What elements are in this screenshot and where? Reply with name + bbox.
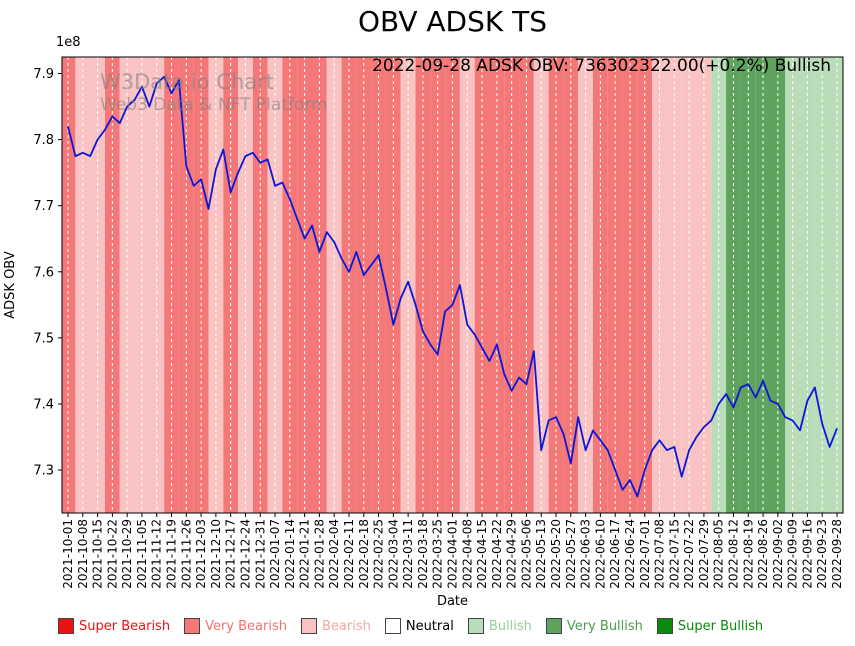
y-tick-label: 7.6 xyxy=(33,265,54,280)
super-bearish-label: Super Bearish xyxy=(79,618,171,634)
x-tick-label: 2022-03-11 xyxy=(401,519,415,589)
x-tick-label: 2022-04-01 xyxy=(446,519,460,589)
x-tick-label: 2022-04-22 xyxy=(490,519,504,589)
x-tick-label: 2022-08-19 xyxy=(741,519,755,589)
x-tick-label: 2021-12-24 xyxy=(238,519,252,589)
x-tick-label: 2022-01-28 xyxy=(312,519,326,589)
x-tick-label: 2021-10-08 xyxy=(76,519,90,589)
x-tick-label: 2022-09-23 xyxy=(815,519,829,589)
super-bullish-label: Super Bullish xyxy=(677,618,764,634)
x-tick-label: 2021-10-15 xyxy=(91,519,105,589)
x-tick-label: 2021-11-26 xyxy=(179,519,193,589)
very-bearish-swatch xyxy=(184,618,201,634)
x-tick-label: 2022-09-28 xyxy=(830,519,844,589)
y-tick-label: 7.5 xyxy=(33,331,54,346)
sentiment-band-2022-09-28 xyxy=(829,57,843,513)
x-tick-label: 2022-03-04 xyxy=(386,519,400,589)
x-tick-label: 2022-02-11 xyxy=(342,519,356,589)
x-tick-label: 2021-11-05 xyxy=(135,519,149,589)
y-axis-title: ADSK OBV xyxy=(3,251,18,319)
x-tick-label: 2022-01-07 xyxy=(268,519,282,589)
x-tick-label: 2021-12-03 xyxy=(194,519,208,589)
y-axis-scale-exponent: 1e8 xyxy=(56,35,81,50)
x-tick-label: 2021-12-17 xyxy=(224,519,238,589)
sentiment-band-2021-10-01 xyxy=(62,57,76,513)
x-tick-label: 2022-06-03 xyxy=(579,519,593,589)
x-tick-label: 2021-11-19 xyxy=(165,519,179,589)
y-tick-label: 7.7 xyxy=(33,199,54,214)
x-tick-label: 2021-11-12 xyxy=(150,519,164,589)
y-axis-ticks: 7.9 7.8 7.7 7.6 7.5 7.4 7.3 xyxy=(33,67,62,479)
x-tick-label: 2022-02-25 xyxy=(372,519,386,589)
y-tick-label: 7.3 xyxy=(33,464,54,479)
latest-value-annotation: 2022-09-28 ADSK OBV: 736302322.00(+0.2%)… xyxy=(372,56,831,76)
x-tick-label: 2022-06-24 xyxy=(623,519,637,589)
legend-item-very-bearish: Very Bearish xyxy=(184,618,287,634)
x-tick-label: 2022-01-21 xyxy=(298,519,312,589)
legend-item-super-bearish: Super Bearish xyxy=(58,618,170,634)
super-bullish-swatch xyxy=(656,618,673,634)
x-tick-label: 2022-08-26 xyxy=(756,519,770,589)
x-tick-label: 2022-09-02 xyxy=(771,519,785,589)
x-tick-label: 2022-03-25 xyxy=(431,519,445,589)
chart-title: OBV ADSK TS xyxy=(357,5,548,38)
x-tick-label: 2022-05-13 xyxy=(534,519,548,589)
x-tick-label: 2022-02-18 xyxy=(357,519,371,589)
legend-item-very-bullish: Very Bullish xyxy=(545,618,643,634)
x-tick-label: 2022-03-18 xyxy=(416,519,430,589)
x-tick-label: 2022-04-29 xyxy=(505,519,519,589)
bearish-swatch xyxy=(300,618,317,634)
very-bullish-swatch xyxy=(545,618,562,634)
x-tick-label: 2022-07-08 xyxy=(653,519,667,589)
x-tick-label: 2022-07-15 xyxy=(667,519,681,589)
x-tick-label: 2022-06-17 xyxy=(608,519,622,589)
x-tick-label: 2021-10-01 xyxy=(61,519,75,589)
neutral-label: Neutral xyxy=(405,618,454,634)
x-tick-label: 2022-07-01 xyxy=(638,519,652,589)
x-tick-label: 2022-07-29 xyxy=(697,519,711,589)
legend-item-neutral: Neutral xyxy=(384,618,454,634)
x-tick-label: 2022-09-09 xyxy=(786,519,800,589)
bullish-swatch xyxy=(467,618,484,634)
x-tick-label: 2022-09-16 xyxy=(800,519,814,589)
super-bearish-swatch xyxy=(58,618,74,634)
y-tick-label: 7.8 xyxy=(33,133,54,148)
legend-item-super-bullish: Super Bullish xyxy=(656,618,764,634)
obv-line xyxy=(67,75,838,498)
x-tick-label: 2022-08-12 xyxy=(726,519,740,589)
bearish-label: Bearish xyxy=(321,618,371,634)
x-tick-label: 2022-08-05 xyxy=(712,519,726,589)
sentiment-bands xyxy=(62,57,843,513)
x-axis-ticks: 2021-10-01 2021-10-08 2021-10-15 2021-10-22… xyxy=(61,513,844,589)
y-tick-label: 7.4 xyxy=(33,397,54,412)
gridlines xyxy=(67,57,838,513)
x-tick-label: 2022-05-27 xyxy=(564,519,578,589)
x-tick-label: 2022-05-20 xyxy=(549,519,563,589)
x-tick-label: 2021-10-22 xyxy=(105,519,119,589)
x-tick-label: 2021-10-29 xyxy=(120,519,134,589)
neutral-swatch xyxy=(384,618,401,634)
x-tick-label: 2022-06-10 xyxy=(593,519,607,589)
bullish-label: Bullish xyxy=(488,618,532,634)
x-tick-label: 2022-04-08 xyxy=(460,519,474,589)
x-tick-label: 2021-12-10 xyxy=(209,519,223,589)
x-tick-label: 2022-05-06 xyxy=(519,519,533,589)
x-tick-label: 2022-01-14 xyxy=(283,519,297,589)
very-bearish-label: Very Bearish xyxy=(205,618,287,634)
x-tick-label: 2022-07-22 xyxy=(682,519,696,589)
x-tick-label: 2022-02-04 xyxy=(327,519,341,589)
legend-item-bullish: Bullish xyxy=(467,618,532,634)
x-tick-label: 2021-12-31 xyxy=(253,519,267,589)
sentiment-legend: Super Bearish Very Bearish Bearish Neutral B… xyxy=(58,618,763,634)
very-bullish-label: Very Bullish xyxy=(566,618,643,634)
legend-item-bearish: Bearish xyxy=(300,618,371,634)
x-tick-label: 2022-04-15 xyxy=(475,519,489,589)
x-axis-title: Date xyxy=(436,594,469,609)
y-tick-label: 7.9 xyxy=(33,67,54,82)
